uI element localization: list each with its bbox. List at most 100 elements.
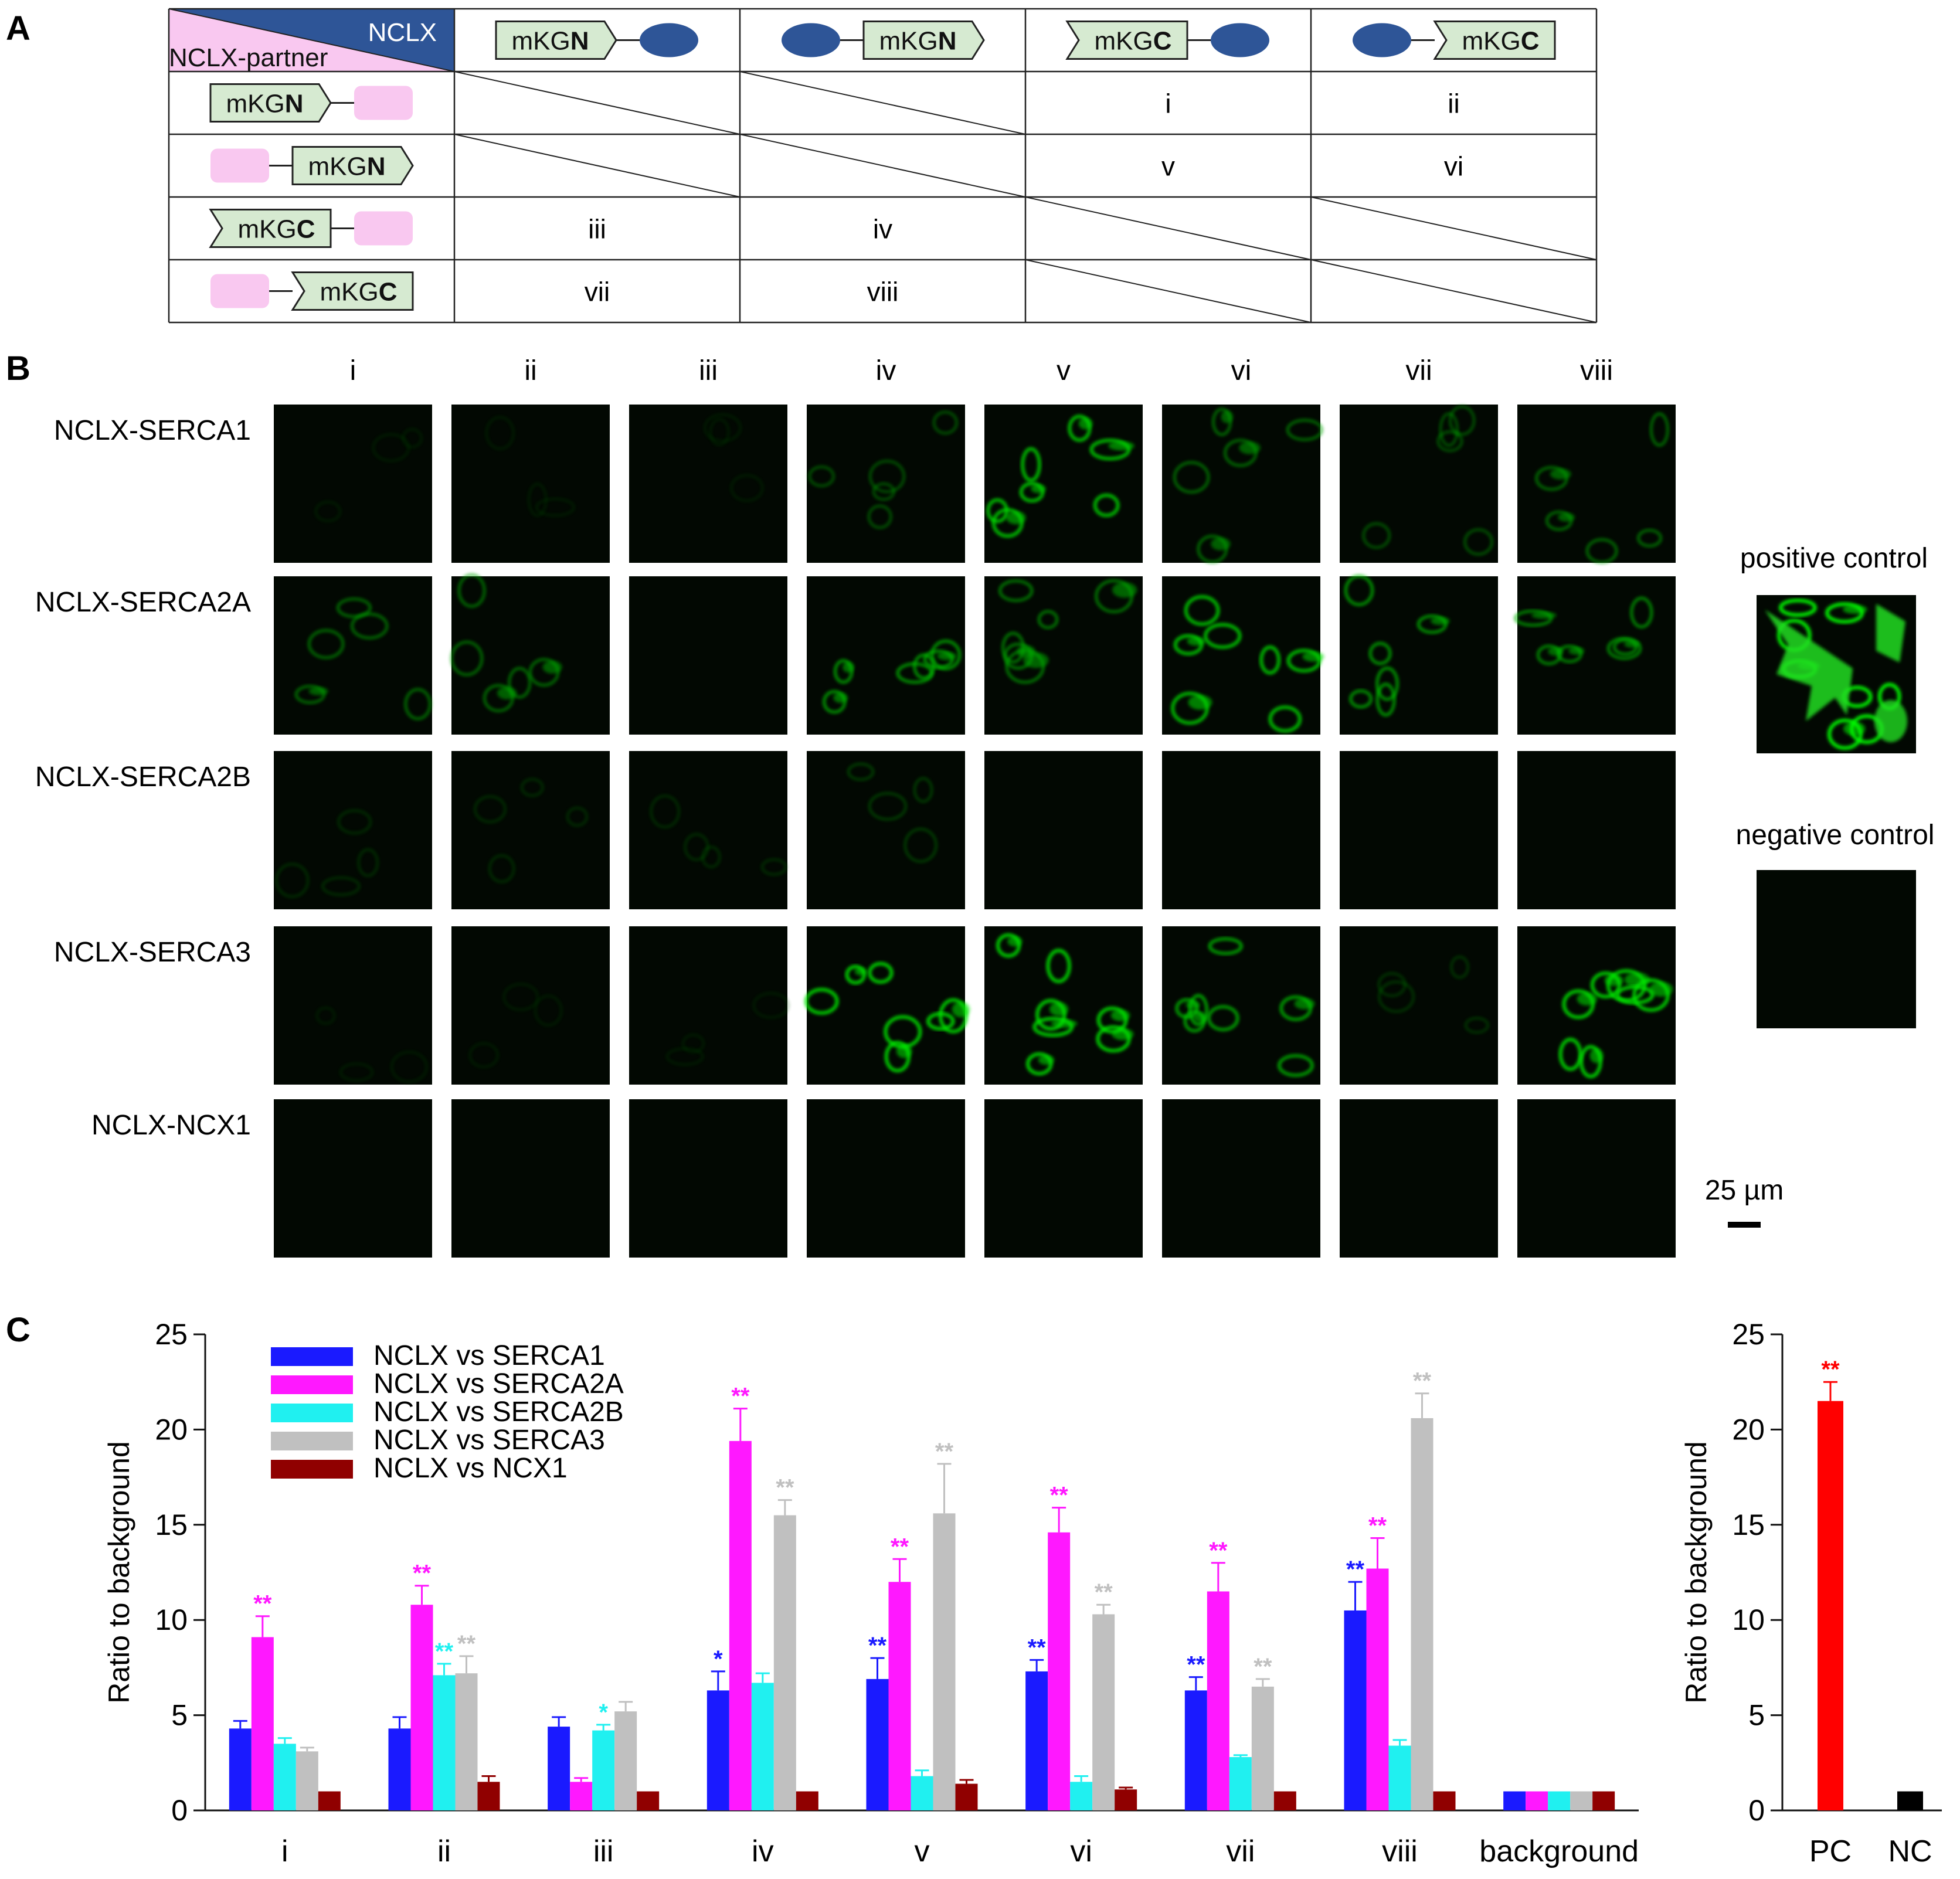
fluorescent-cell (896, 662, 933, 684)
significance-marker: ** (413, 1561, 432, 1586)
partner-construct-row-1-tag-suffix: N (285, 90, 304, 118)
significance-marker: ** (435, 1639, 454, 1664)
micrograph-nclx-serca2b-vii (1340, 751, 1498, 909)
fluorescent-cell-body (1624, 640, 1640, 648)
micrograph-nclx-ncx1-ii (451, 1099, 610, 1258)
fluorescent-cell (1586, 538, 1618, 564)
bar-nclx-vs-serca3 (773, 1515, 796, 1810)
x-tick-label: iii (593, 1834, 614, 1868)
micrograph-background (629, 576, 787, 735)
fluorescent-cell (321, 876, 361, 896)
fluorescent-cell (1465, 1017, 1489, 1034)
significance-marker: * (714, 1646, 723, 1672)
row-label: NCLX-SERCA2B (35, 762, 251, 793)
combination-label: vii (585, 277, 610, 307)
row-label: NCLX-SERCA1 (54, 415, 251, 446)
excluded-cell-slash (739, 134, 1026, 198)
fluorescent-cell-body (1110, 1009, 1130, 1021)
micrograph-background (629, 405, 787, 563)
fluorescent-cell (308, 629, 345, 659)
fluorescent-cell-body (1874, 700, 1907, 742)
fluorescent-cell (521, 778, 544, 797)
panel-a-construct-table: NCLX NCLX-partner mKGN mKGN mKGC mKGCmKGNmK… (168, 8, 1598, 324)
partner-construct-row-1-tag-label: mKGN (226, 90, 303, 118)
y-tick-label: 20 (155, 1413, 188, 1446)
nclx-construct-col-4-mkg-tag (1433, 21, 1556, 60)
micrograph-nclx-serca3-iii (629, 926, 789, 1085)
fluorescent-cell (508, 667, 531, 699)
nclx-construct-col-4-tag-suffix: C (1521, 27, 1540, 56)
bar-nclx-vs-serca2b (433, 1675, 456, 1810)
fluorescent-cell (1650, 412, 1669, 447)
nclx-construct-col-1-tag-suffix: N (570, 27, 589, 56)
bar-nclx-vs-serca1 (1025, 1671, 1048, 1810)
fluorescent-cell (1378, 981, 1415, 1012)
micrograph-background (1340, 926, 1498, 1085)
fluorescent-cell (1558, 1038, 1582, 1071)
micrograph-nclx-serca2a-vi (1162, 576, 1324, 735)
micrograph-background (629, 1099, 787, 1258)
y-tick-label: 15 (1732, 1508, 1765, 1541)
fluorescent-cell-body (497, 687, 517, 699)
bar-nclx-vs-serca3 (1411, 1418, 1434, 1810)
micrograph-nclx-serca2a-ii (450, 573, 610, 735)
significance-marker: ** (935, 1439, 954, 1465)
significance-marker: ** (1028, 1635, 1047, 1660)
fluorescent-cell (1184, 595, 1220, 626)
nclx-construct-col-3-mkg-tag (1065, 21, 1188, 60)
fluorescent-cell-body (1876, 604, 1905, 662)
micrograph-nclx-ncx1-vii (1340, 1099, 1498, 1258)
bar-nclx-vs-ncx1 (955, 1783, 978, 1810)
fluorescent-cell (913, 653, 935, 679)
micrograph-background (274, 1099, 432, 1258)
partner-protein-box (210, 274, 269, 308)
y-axis-label: Ratio to background (103, 1441, 135, 1704)
bar-nclx-vs-serca2a (888, 1582, 911, 1810)
fluorescent-cell-body (896, 1044, 912, 1058)
fluorescent-cell-body (1577, 992, 1598, 1006)
micrograph-background (1517, 751, 1676, 909)
fluorescent-cell (867, 505, 892, 529)
fluorescent-cell-body (1431, 617, 1450, 626)
fluorescent-cell (474, 796, 507, 823)
fluorescent-cell-body (1649, 981, 1673, 997)
scale-bar (1728, 1222, 1761, 1228)
bar-nclx-vs-serca1 (548, 1727, 570, 1810)
bar-nclx-vs-serca2b (592, 1730, 615, 1810)
micrograph-background (451, 576, 610, 735)
fluorescent-cell (316, 1007, 335, 1025)
combination-label: ii (1448, 89, 1459, 119)
fluorescent-cell-body (308, 687, 328, 695)
fluorescent-cell (1093, 494, 1120, 517)
fluorescent-cell (1046, 949, 1071, 983)
bar-nclx-vs-serca2b (1388, 1745, 1411, 1810)
bar-nclx-vs-serca3 (455, 1673, 478, 1810)
micrograph-background (1757, 870, 1916, 1028)
panel-b-microscopy-grid: positive control negative control 25 µm … (35, 355, 1934, 1258)
micrograph-nclx-ncx1-iii (629, 1099, 787, 1258)
fluorescent-cell-body (1187, 637, 1205, 646)
micrograph-nclx-serca2b-i (274, 751, 432, 909)
fluorescent-cell-body (1007, 936, 1023, 947)
significance-marker: * (599, 1700, 608, 1725)
partner-construct-row-4-tag-prefix: mKG (320, 278, 378, 307)
fluorescent-cell (753, 993, 789, 1018)
fluorescent-cell (450, 641, 484, 676)
fluorescent-cell (1630, 596, 1653, 628)
excluded-cell-slash (1025, 259, 1312, 323)
fluorescent-cell (1208, 937, 1243, 955)
fluorescent-cell (1286, 419, 1323, 441)
micrograph-nclx-serca3-vi (1162, 926, 1320, 1085)
bar-nc (1897, 1791, 1923, 1810)
panel-label-b: B (6, 349, 30, 388)
significance-marker: ** (1821, 1357, 1840, 1382)
column-label: ii (524, 355, 536, 386)
column-label: iii (699, 355, 718, 386)
fluorescent-cell-body (1843, 722, 1866, 736)
legend-label: NCLX vs SERCA2B (373, 1396, 624, 1428)
micrograph-nclx-ncx1-viii (1517, 1099, 1676, 1258)
bar-nclx-vs-serca2a (410, 1605, 433, 1810)
combination-label: iv (873, 214, 892, 244)
